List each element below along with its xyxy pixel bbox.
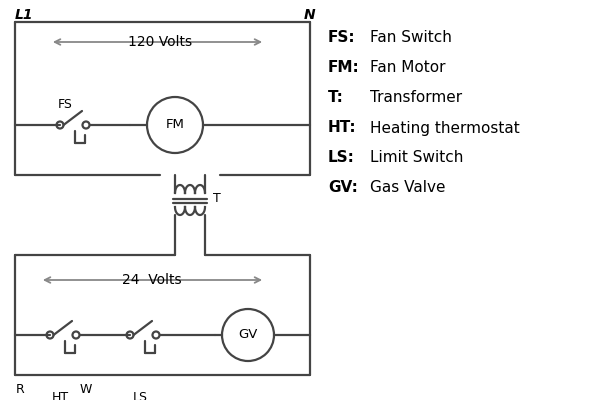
- Text: HT: HT: [51, 391, 68, 400]
- Text: Fan Switch: Fan Switch: [370, 30, 452, 46]
- Text: Fan Motor: Fan Motor: [370, 60, 445, 76]
- Text: 24  Volts: 24 Volts: [122, 273, 182, 287]
- Text: T:: T:: [328, 90, 344, 106]
- Text: Transformer: Transformer: [370, 90, 462, 106]
- Text: T: T: [213, 192, 221, 204]
- Text: N: N: [304, 8, 316, 22]
- Text: LS: LS: [133, 391, 148, 400]
- Text: R: R: [15, 383, 24, 396]
- Text: GV: GV: [238, 328, 258, 342]
- Text: FS:: FS:: [328, 30, 356, 46]
- Text: HT:: HT:: [328, 120, 356, 136]
- Text: W: W: [80, 383, 92, 396]
- Text: Gas Valve: Gas Valve: [370, 180, 445, 196]
- Text: Heating thermostat: Heating thermostat: [370, 120, 520, 136]
- Text: LS:: LS:: [328, 150, 355, 166]
- Text: Limit Switch: Limit Switch: [370, 150, 463, 166]
- Text: FS: FS: [58, 98, 73, 111]
- Text: FM: FM: [166, 118, 185, 132]
- Text: L1: L1: [15, 8, 34, 22]
- Text: GV:: GV:: [328, 180, 358, 196]
- Text: FM:: FM:: [328, 60, 360, 76]
- Text: 120 Volts: 120 Volts: [128, 35, 192, 49]
